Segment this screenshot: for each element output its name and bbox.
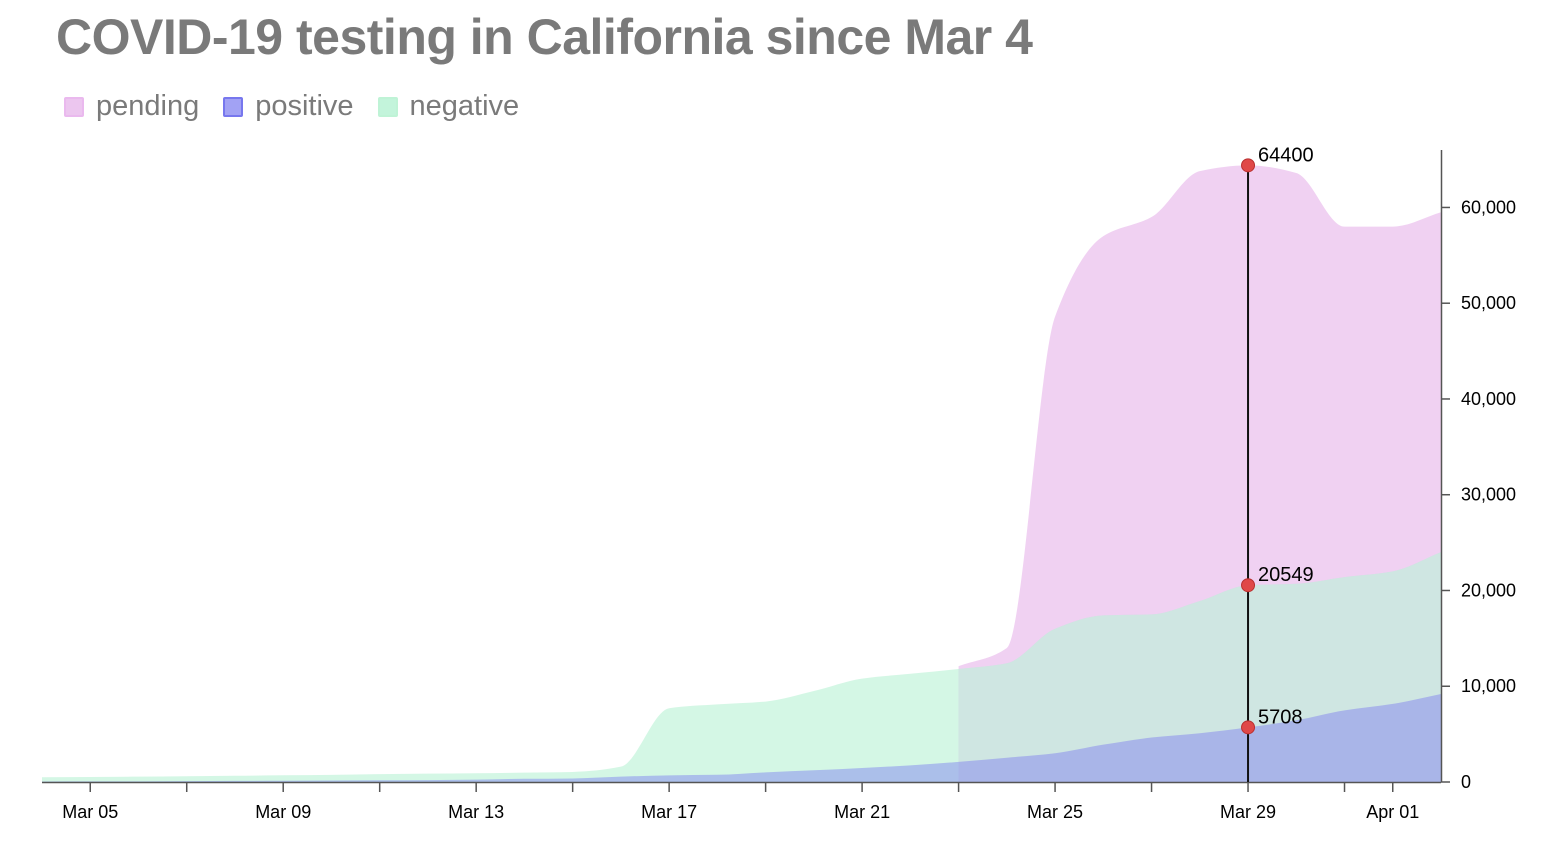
highlight-point-negative <box>1241 578 1256 593</box>
highlight-point-positive <box>1241 720 1256 735</box>
legend: pending positive negative <box>64 90 543 123</box>
y-tick-label-3: 30,000 <box>1461 485 1516 505</box>
area-negative-overlap <box>958 552 1441 782</box>
area-positive <box>42 693 1441 782</box>
x-tick-label-4: Mar 13 <box>448 802 504 822</box>
legend-swatch-positive <box>223 96 244 117</box>
chart-areas <box>42 165 1441 782</box>
highlight-label-pending: 64400 <box>1258 144 1314 166</box>
x-tick-label-12: Mar 29 <box>1220 802 1276 822</box>
y-tick-label-4: 40,000 <box>1461 389 1516 409</box>
legend-item-pending[interactable]: pending <box>64 90 199 123</box>
x-tick-label-2: Mar 09 <box>255 802 311 822</box>
x-tick-label-10: Mar 25 <box>1027 802 1083 822</box>
x-tick-label-8: Mar 21 <box>834 802 890 822</box>
y-tick-label-0: 0 <box>1461 772 1471 792</box>
legend-label-positive: positive <box>255 90 354 122</box>
y-tick-label-5: 50,000 <box>1461 293 1516 313</box>
y-tick-label-1: 10,000 <box>1461 676 1516 696</box>
legend-label-pending: pending <box>96 90 200 122</box>
legend-item-positive[interactable]: positive <box>223 90 354 123</box>
x-tick-label-14: Apr 01 <box>1366 802 1419 822</box>
legend-swatch-negative <box>377 96 398 117</box>
highlight-point-pending <box>1241 158 1256 173</box>
legend-item-negative[interactable]: negative <box>377 90 520 123</box>
highlight-label-negative: 20549 <box>1258 564 1314 586</box>
legend-label-negative: negative <box>409 90 520 122</box>
y-tick-label-6: 60,000 <box>1461 197 1516 217</box>
hover-highlight: 64400 20549 5708 <box>1241 144 1314 782</box>
legend-swatch-pending <box>64 96 84 117</box>
y-axis: 0 10,000 20,000 30,000 40,000 50,000 60,000 <box>1440 150 1516 792</box>
highlight-label-positive: 5708 <box>1258 706 1303 728</box>
chart-title: COVID-19 testing in California since Mar… <box>56 9 1033 65</box>
x-tick-label-0: Mar 05 <box>62 802 118 822</box>
x-axis: Mar 05 Mar 09 Mar 13 Mar 17 Mar 21 Mar 25 Mar … <box>42 781 1441 822</box>
x-tick-label-6: Mar 17 <box>641 802 697 822</box>
y-tick-label-2: 20,000 <box>1461 580 1516 600</box>
